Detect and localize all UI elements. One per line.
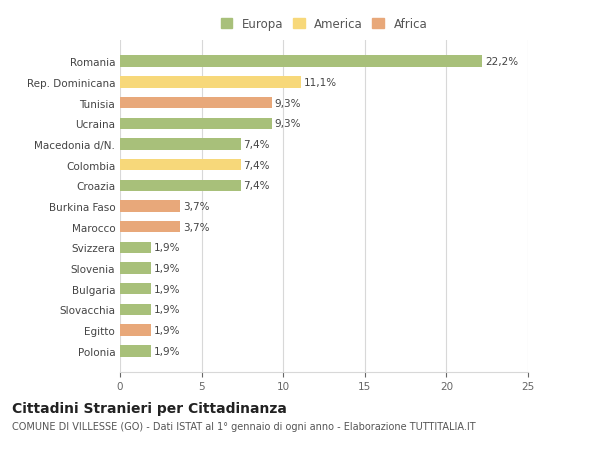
Text: 3,7%: 3,7%	[183, 222, 209, 232]
Text: 1,9%: 1,9%	[154, 243, 180, 253]
Bar	[120, 284, 151, 295]
Bar	[120, 242, 151, 253]
Text: 1,9%: 1,9%	[154, 263, 180, 274]
Bar	[120, 56, 482, 67]
Bar	[120, 263, 151, 274]
Text: 1,9%: 1,9%	[154, 305, 180, 315]
Bar	[120, 325, 151, 336]
Bar	[120, 118, 272, 129]
Text: 1,9%: 1,9%	[154, 346, 180, 356]
Bar	[120, 77, 301, 88]
Bar	[120, 98, 272, 109]
Text: 7,4%: 7,4%	[243, 140, 270, 150]
Bar	[120, 304, 151, 315]
Text: 7,4%: 7,4%	[243, 181, 270, 191]
Bar	[120, 222, 181, 233]
Bar	[120, 180, 241, 191]
Text: 9,3%: 9,3%	[274, 98, 301, 108]
Bar	[120, 139, 241, 150]
Bar	[120, 160, 241, 171]
Bar	[120, 201, 181, 212]
Text: Cittadini Stranieri per Cittadinanza: Cittadini Stranieri per Cittadinanza	[12, 402, 287, 415]
Text: 1,9%: 1,9%	[154, 284, 180, 294]
Text: 7,4%: 7,4%	[243, 160, 270, 170]
Text: 22,2%: 22,2%	[485, 57, 518, 67]
Text: 3,7%: 3,7%	[183, 202, 209, 212]
Bar	[120, 346, 151, 357]
Text: 1,9%: 1,9%	[154, 325, 180, 336]
Text: COMUNE DI VILLESSE (GO) - Dati ISTAT al 1° gennaio di ogni anno - Elaborazione T: COMUNE DI VILLESSE (GO) - Dati ISTAT al …	[12, 421, 476, 431]
Text: 11,1%: 11,1%	[304, 78, 337, 88]
Text: 9,3%: 9,3%	[274, 119, 301, 129]
Legend: Europa, America, Africa: Europa, America, Africa	[217, 14, 431, 34]
